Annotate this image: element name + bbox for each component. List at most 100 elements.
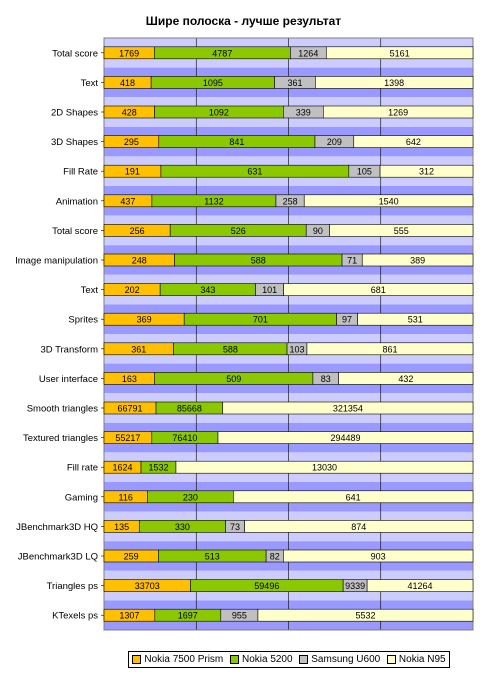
legend-item: Nokia N95: [386, 654, 446, 665]
category-label: 3D Transform: [40, 344, 98, 355]
category-label: Fill Rate: [63, 167, 98, 178]
data-label: 163: [122, 374, 137, 384]
bar-segment: [329, 224, 474, 237]
data-label: 641: [346, 492, 361, 502]
chart-title: Шире полоска - лучше результат: [145, 14, 342, 28]
data-label: 312: [419, 167, 434, 177]
data-label: 1092: [209, 108, 229, 118]
data-label: 76410: [172, 433, 197, 443]
legend-swatch: [386, 655, 396, 664]
bar-segment: [366, 579, 474, 592]
bar-segment: [283, 549, 474, 563]
category-label: Image manipulation: [15, 256, 98, 267]
data-label: 135: [114, 522, 129, 532]
data-label: 874: [351, 522, 366, 532]
data-label: 13030: [312, 463, 337, 473]
data-label: 295: [124, 137, 139, 147]
bar-segment: [303, 194, 474, 208]
data-label: 513: [205, 552, 220, 562]
data-label: 202: [125, 285, 140, 295]
bar-segment: [357, 312, 474, 326]
data-label: 389: [410, 256, 425, 266]
category-label: Triangles ps: [47, 581, 99, 592]
data-label: 339: [296, 108, 311, 118]
legend-swatch: [299, 655, 309, 664]
data-label: 361: [131, 344, 146, 354]
category-label: Animation: [56, 196, 98, 207]
data-label: 41264: [408, 581, 433, 591]
data-label: 9339: [345, 581, 365, 591]
data-label: 418: [120, 78, 135, 88]
legend-swatch: [132, 655, 142, 664]
category-label: Fill rate: [67, 463, 98, 474]
data-label: 642: [406, 137, 421, 147]
data-label: 555: [394, 226, 409, 236]
category-label: Smooth triangles: [27, 404, 99, 415]
bar-segment: [217, 431, 474, 444]
data-label: 209: [327, 137, 342, 147]
data-label: 369: [137, 315, 152, 325]
data-label: 1307: [119, 611, 139, 621]
data-label: 1264: [298, 48, 318, 58]
legend-item: Samsung U600: [299, 654, 380, 665]
data-label: 230: [183, 492, 198, 502]
data-label: 258: [283, 196, 298, 206]
data-label: 259: [124, 552, 139, 562]
data-label: 83: [321, 374, 331, 384]
data-label: 432: [398, 374, 413, 384]
data-label: 841: [229, 137, 244, 147]
data-label: 103: [289, 344, 304, 354]
data-label: 330: [175, 522, 190, 532]
data-label: 105: [357, 167, 372, 177]
chart-legend: Nokia 7500 Prism Nokia 5200 Samsung U600 No…: [128, 651, 450, 668]
data-label: 437: [120, 196, 135, 206]
legend-label: Samsung U600: [311, 654, 381, 665]
bar-segment: [244, 520, 474, 533]
data-label: 66791: [117, 404, 142, 414]
bar-segment: [222, 401, 474, 415]
data-label: 1132: [204, 196, 223, 206]
data-label: 1769: [119, 48, 139, 58]
data-label: 1269: [388, 108, 408, 118]
category-label: Total score: [52, 48, 98, 59]
bar-segment: [306, 342, 474, 356]
legend-label: Nokia 5200: [241, 654, 293, 665]
data-label: 1624: [112, 463, 132, 473]
data-label: 955: [232, 611, 247, 621]
legend-swatch: [229, 655, 239, 664]
data-label: 59496: [254, 581, 279, 591]
data-label: 361: [287, 78, 302, 88]
data-label: 1095: [203, 78, 223, 88]
category-label: Sprites: [68, 315, 98, 326]
data-label: 861: [382, 344, 397, 354]
bar-segment: [233, 490, 474, 504]
category-label: Textured triangles: [23, 433, 98, 444]
data-label: 97: [342, 315, 352, 325]
data-label: 256: [130, 226, 145, 236]
category-label: Text: [81, 285, 99, 296]
bar-segment: [257, 608, 474, 622]
data-label: 321354: [333, 404, 363, 414]
data-label: 85668: [177, 404, 202, 414]
data-label: 509: [226, 374, 241, 384]
category-label: Total score: [52, 226, 98, 237]
data-label: 73: [230, 522, 240, 532]
category-label: JBenchmark3D HQ: [16, 522, 98, 533]
category-label: User interface: [39, 374, 98, 385]
data-label: 294489: [330, 433, 360, 443]
bar-segment: [175, 460, 474, 474]
data-label: 1532: [148, 463, 168, 473]
category-label: Text: [81, 78, 99, 89]
data-label: 33703: [135, 581, 160, 591]
category-label: 2D Shapes: [51, 108, 98, 119]
category-label: Gaming: [65, 492, 98, 503]
legend-item: Nokia 7500 Prism: [132, 654, 223, 665]
data-label: 5161: [390, 48, 410, 58]
bar-segment: [353, 135, 474, 148]
data-label: 82: [270, 552, 280, 562]
data-label: 588: [223, 344, 238, 354]
bar-segment: [379, 164, 474, 178]
data-label: 526: [231, 226, 246, 236]
plot-border: [103, 37, 474, 631]
